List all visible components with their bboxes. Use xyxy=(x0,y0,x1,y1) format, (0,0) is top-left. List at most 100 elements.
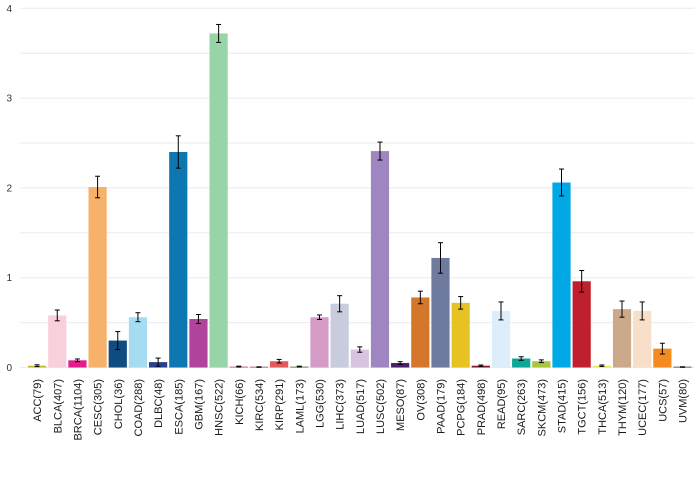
error-bar xyxy=(135,312,141,323)
x-tick-label: READ(95) xyxy=(496,379,508,429)
error-bar xyxy=(155,357,161,367)
bar-ucs xyxy=(653,348,672,368)
bar-tgct xyxy=(572,281,591,368)
error-bar xyxy=(559,168,565,197)
x-tick-label: GBM(167) xyxy=(193,379,205,430)
x-tick-label: UCEC(177) xyxy=(637,379,649,436)
error-bar xyxy=(34,364,40,368)
error-bar xyxy=(458,296,464,310)
y-axis-ticks: 0 1 2 3 4 xyxy=(6,4,12,374)
x-tick-label: SKCM(473) xyxy=(536,379,548,436)
error-bar xyxy=(236,365,242,368)
error-bar xyxy=(417,290,423,305)
bar-chol xyxy=(108,340,127,368)
x-tick-label: PRAD(498) xyxy=(476,379,488,435)
error-bar xyxy=(216,23,222,43)
y-tick-label: 1 xyxy=(6,273,12,284)
error-bar xyxy=(437,242,443,274)
error-bars xyxy=(34,23,686,368)
bar-lusc xyxy=(370,151,390,368)
error-bar xyxy=(296,365,302,368)
bar-gbm xyxy=(189,319,208,368)
x-tick-label: DLBC(48) xyxy=(153,379,165,428)
x-tick-label: BRCA(1104) xyxy=(72,379,84,441)
error-bar xyxy=(498,301,504,321)
x-tick-label: LUSC(502) xyxy=(375,379,387,434)
bar-paad xyxy=(431,257,450,368)
error-bar xyxy=(377,141,383,161)
x-tick-label: ACC(79) xyxy=(32,379,44,422)
bar-lgg xyxy=(310,317,329,368)
x-tick-label: COAD(288) xyxy=(133,379,145,436)
bar-brca xyxy=(68,360,87,368)
x-tick-label: CESC(305) xyxy=(93,379,105,435)
x-tick-label: KIRC(534) xyxy=(254,379,266,431)
bar-ucec xyxy=(633,310,652,368)
error-bar xyxy=(115,331,121,351)
bar-pcpg xyxy=(451,302,470,368)
error-bar xyxy=(337,295,343,313)
x-tick-label: HNSC(522) xyxy=(214,379,226,436)
x-tick-label: LUAD(517) xyxy=(355,379,367,434)
error-bar xyxy=(195,314,201,324)
error-bar xyxy=(478,364,484,367)
x-tick-label: PAAD(179) xyxy=(435,379,447,434)
x-tick-label: CHOL(36) xyxy=(113,379,125,429)
x-tick-label: KIRP(291) xyxy=(274,379,286,430)
error-bar xyxy=(357,346,363,353)
error-bar xyxy=(74,358,80,363)
error-bar xyxy=(619,300,625,318)
bar-skcm xyxy=(532,361,551,368)
error-bar xyxy=(95,175,101,199)
bar-esca xyxy=(169,151,188,368)
x-tick-label: THCA(513) xyxy=(597,379,609,435)
x-axis-ticks: ACC(79) BLCA(407) BRCA(1104) CESC(305) CHOL(… xyxy=(32,379,689,441)
error-bar xyxy=(599,364,605,367)
x-tick-label: LAML(173) xyxy=(294,379,306,433)
bar-ov xyxy=(411,297,430,368)
x-tick-label: LGG(530) xyxy=(314,379,326,428)
bar-stad xyxy=(552,182,571,368)
x-tick-label: STAD(415) xyxy=(557,379,569,433)
error-bar xyxy=(276,358,282,364)
x-tick-label: UVM(80) xyxy=(678,379,690,423)
x-tick-label: SARC(263) xyxy=(516,379,528,435)
y-tick-label: 0 xyxy=(6,363,12,374)
x-tick-label: MESO(87) xyxy=(395,379,407,431)
bar-sarc xyxy=(512,358,531,368)
error-bar xyxy=(397,361,403,365)
bar-read xyxy=(491,310,511,368)
bar-coad xyxy=(128,317,148,368)
error-bar xyxy=(175,135,181,169)
error-bar xyxy=(659,342,665,355)
x-tick-label: KICH(66) xyxy=(234,379,246,425)
bar-luad xyxy=(350,349,369,368)
x-tick-label: BLCA(407) xyxy=(52,379,64,433)
x-tick-label: UCS(57) xyxy=(657,379,669,422)
bar-hnsc xyxy=(209,33,228,368)
gridlines xyxy=(20,7,695,368)
error-bar xyxy=(538,359,544,364)
bar-cesc xyxy=(88,187,107,368)
error-bar xyxy=(518,356,524,361)
x-tick-label: OV(308) xyxy=(415,379,427,421)
x-tick-label: ESCA(185) xyxy=(173,379,185,435)
x-tick-label: TGCT(156) xyxy=(577,379,589,435)
bar-thym xyxy=(612,309,632,368)
error-bar xyxy=(680,366,686,368)
x-tick-label: THYM(120) xyxy=(617,379,629,436)
x-tick-label: LIHC(373) xyxy=(335,379,347,430)
error-bar xyxy=(579,270,585,293)
y-tick-label: 3 xyxy=(6,94,12,105)
bar-lihc xyxy=(330,303,349,368)
bar-blca xyxy=(48,315,67,368)
bar-kirp xyxy=(270,361,289,368)
bar-meso xyxy=(391,363,410,368)
x-tick-label: PCPG(184) xyxy=(456,379,468,436)
y-tick-label: 2 xyxy=(6,183,12,194)
error-bar xyxy=(256,366,262,368)
y-tick-label: 4 xyxy=(6,4,12,15)
error-bar xyxy=(639,301,645,321)
error-bar xyxy=(54,309,60,322)
